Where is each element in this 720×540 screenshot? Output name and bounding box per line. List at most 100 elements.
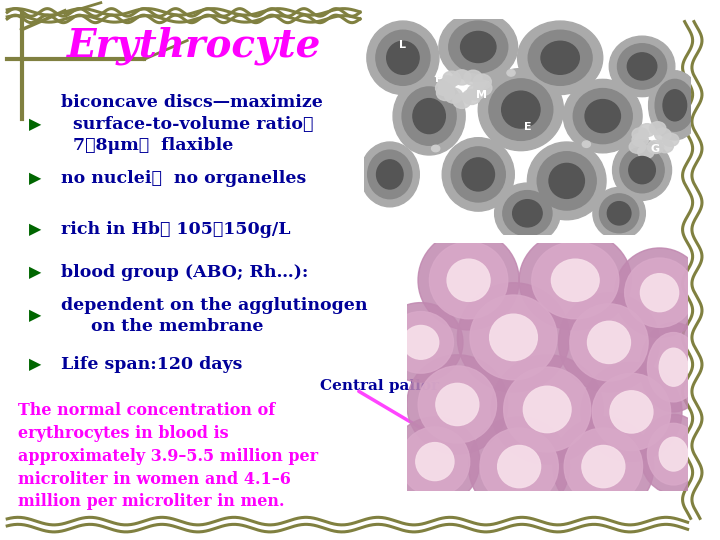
Ellipse shape: [402, 87, 456, 145]
Ellipse shape: [570, 304, 648, 381]
Ellipse shape: [464, 71, 482, 86]
Text: ▶: ▶: [29, 265, 41, 280]
Ellipse shape: [439, 12, 518, 82]
Ellipse shape: [649, 71, 701, 140]
Ellipse shape: [415, 443, 454, 481]
Ellipse shape: [615, 248, 704, 338]
Ellipse shape: [559, 293, 660, 392]
Ellipse shape: [519, 231, 631, 330]
Ellipse shape: [582, 141, 590, 147]
Ellipse shape: [537, 152, 596, 210]
Ellipse shape: [625, 258, 694, 327]
Ellipse shape: [403, 326, 438, 359]
Ellipse shape: [388, 312, 454, 373]
Ellipse shape: [588, 321, 631, 363]
Ellipse shape: [513, 200, 542, 227]
Ellipse shape: [620, 147, 664, 193]
Text: dependent on the agglutinogen
     on the membrane: dependent on the agglutinogen on the mem…: [61, 296, 368, 335]
Ellipse shape: [367, 21, 439, 94]
Ellipse shape: [608, 201, 631, 225]
Ellipse shape: [649, 144, 665, 157]
Ellipse shape: [495, 183, 560, 244]
Text: P: P: [435, 75, 443, 84]
Text: no nuclei，  no organelles: no nuclei， no organelles: [61, 170, 307, 187]
Ellipse shape: [618, 44, 667, 89]
Ellipse shape: [657, 133, 673, 146]
Ellipse shape: [582, 446, 625, 488]
Ellipse shape: [503, 191, 552, 236]
Ellipse shape: [527, 142, 606, 220]
Ellipse shape: [457, 283, 570, 392]
Ellipse shape: [564, 79, 642, 153]
Ellipse shape: [655, 79, 695, 131]
Ellipse shape: [553, 417, 654, 516]
Ellipse shape: [477, 80, 495, 96]
Ellipse shape: [638, 145, 654, 158]
Ellipse shape: [632, 139, 649, 152]
Ellipse shape: [400, 427, 469, 496]
Ellipse shape: [462, 89, 480, 104]
Ellipse shape: [654, 139, 671, 152]
Ellipse shape: [407, 355, 508, 454]
Text: Life span:120 days: Life span:120 days: [61, 356, 243, 373]
Text: The normal concentration of
erythrocytes in blood is
approximately 3.9–5.5 milli: The normal concentration of erythrocytes…: [18, 402, 318, 510]
Text: ▶: ▶: [29, 357, 41, 372]
Ellipse shape: [478, 69, 564, 151]
Ellipse shape: [649, 122, 666, 135]
Ellipse shape: [504, 367, 590, 452]
Text: ▶: ▶: [29, 171, 41, 186]
Ellipse shape: [387, 41, 419, 75]
Ellipse shape: [647, 423, 700, 485]
Ellipse shape: [653, 129, 670, 141]
Ellipse shape: [507, 70, 515, 76]
Ellipse shape: [518, 21, 603, 94]
Ellipse shape: [431, 145, 440, 152]
Ellipse shape: [436, 383, 479, 426]
Ellipse shape: [453, 70, 471, 85]
Ellipse shape: [640, 414, 707, 494]
Ellipse shape: [418, 231, 519, 330]
Text: L: L: [400, 40, 406, 50]
Ellipse shape: [393, 77, 465, 155]
Ellipse shape: [639, 124, 655, 137]
Ellipse shape: [629, 157, 655, 184]
Ellipse shape: [552, 259, 599, 301]
Ellipse shape: [628, 133, 644, 146]
Text: Central pallor: Central pallor: [320, 379, 439, 393]
Text: biconcave discs—maximize
  surface-to-volume ratio，
  7～8μm，  flaxible: biconcave discs—maximize surface-to-volu…: [61, 94, 323, 154]
Ellipse shape: [432, 74, 450, 89]
Text: ▶: ▶: [29, 222, 41, 237]
Ellipse shape: [413, 99, 446, 133]
Ellipse shape: [663, 90, 687, 121]
Ellipse shape: [447, 259, 490, 301]
Ellipse shape: [491, 355, 603, 464]
Ellipse shape: [541, 41, 580, 75]
Ellipse shape: [451, 147, 505, 202]
Ellipse shape: [640, 274, 679, 312]
Text: M: M: [476, 90, 487, 99]
Ellipse shape: [469, 417, 570, 516]
Ellipse shape: [453, 88, 471, 103]
Ellipse shape: [489, 79, 553, 140]
Ellipse shape: [632, 128, 649, 141]
Ellipse shape: [435, 86, 453, 101]
Text: ▶: ▶: [29, 308, 41, 323]
Ellipse shape: [593, 187, 645, 239]
Ellipse shape: [461, 31, 496, 63]
Ellipse shape: [376, 30, 430, 85]
Ellipse shape: [377, 160, 403, 189]
Ellipse shape: [640, 322, 707, 412]
Ellipse shape: [549, 164, 585, 198]
Ellipse shape: [360, 142, 419, 207]
Ellipse shape: [441, 70, 459, 85]
Ellipse shape: [498, 446, 541, 488]
Ellipse shape: [613, 140, 672, 200]
Ellipse shape: [523, 386, 571, 433]
Text: G: G: [651, 144, 660, 153]
Ellipse shape: [532, 242, 618, 319]
Ellipse shape: [585, 99, 621, 133]
Ellipse shape: [610, 391, 653, 433]
Ellipse shape: [462, 158, 495, 191]
Ellipse shape: [442, 138, 514, 211]
Text: blood group (ABO; Rh…):: blood group (ABO; Rh…):: [61, 264, 309, 281]
